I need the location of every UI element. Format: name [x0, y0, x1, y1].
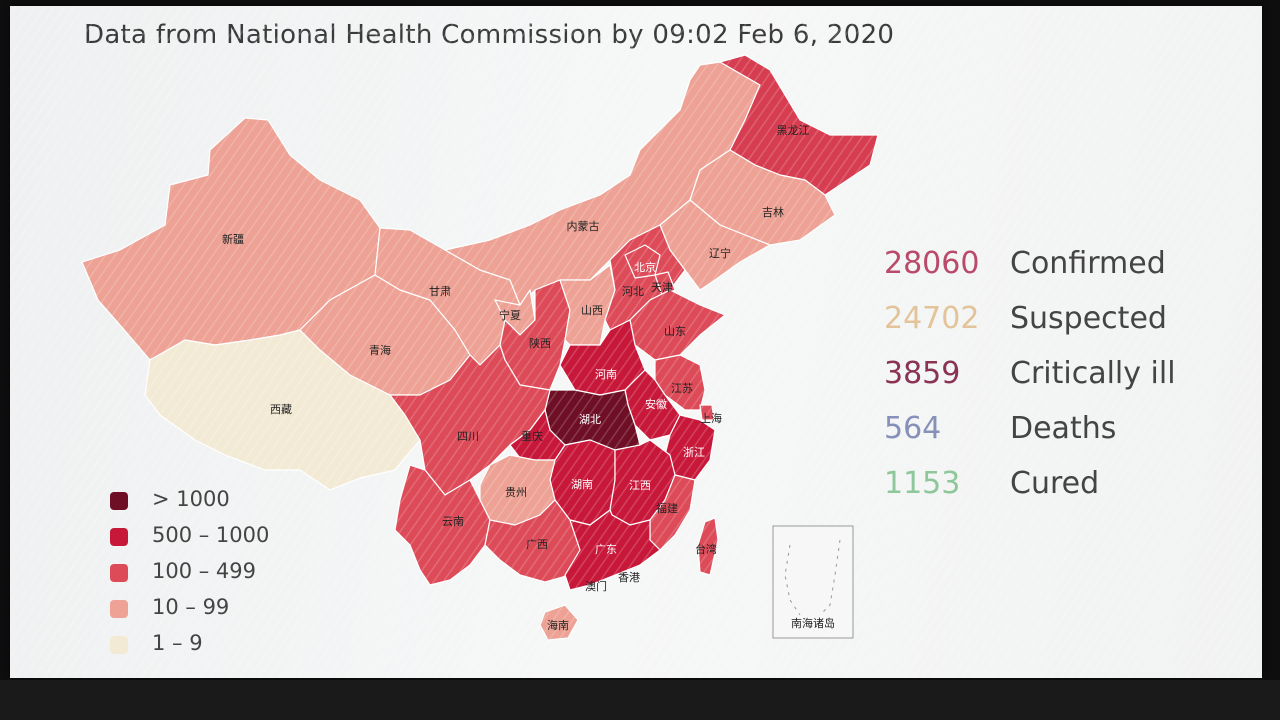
- label-sichuan: 四川: [457, 430, 479, 443]
- label-taiwan: 台湾: [695, 542, 717, 556]
- legend-swatch: [110, 528, 128, 546]
- label-hubei: 湖北: [579, 413, 601, 426]
- legend-swatch: [110, 636, 128, 654]
- stat-label: Cured: [1010, 466, 1100, 501]
- presentation-slide: Data from National Health Commission by …: [10, 6, 1262, 678]
- south-china-sea-inset: [772, 525, 854, 639]
- label-jiangsu: 江苏: [671, 382, 693, 395]
- label-zhejiang: 浙江: [683, 446, 705, 459]
- stat-value: 3859: [884, 356, 961, 391]
- screen-bezel: [0, 680, 1280, 720]
- legend-label: 500 – 1000: [152, 523, 270, 547]
- stat-label: Confirmed: [1010, 246, 1166, 281]
- label-liaoning: 辽宁: [709, 246, 731, 260]
- stat-value: 24702: [884, 301, 980, 336]
- label-shaanxi: 陕西: [529, 336, 551, 350]
- legend-label: 1 – 9: [152, 631, 203, 655]
- label-yunnan: 云南: [442, 515, 464, 528]
- label-nanhai: 南海诸岛: [791, 616, 835, 630]
- label-gansu: 甘肃: [429, 285, 451, 298]
- label-tianjin: 天津: [651, 281, 673, 294]
- label-guangxi: 广西: [526, 538, 548, 551]
- label-qinghai: 青海: [369, 343, 391, 357]
- label-guangdong: 广东: [595, 543, 617, 556]
- legend-swatch: [110, 564, 128, 582]
- label-ningxia: 宁夏: [499, 308, 521, 322]
- stat-label: Deaths: [1010, 411, 1117, 446]
- label-hunan: 湖南: [571, 478, 593, 491]
- stat-label: Suspected: [1010, 301, 1167, 336]
- stat-value: 1153: [884, 466, 961, 501]
- label-jilin: 吉林: [762, 205, 784, 219]
- label-shanxi: 山西: [581, 304, 603, 317]
- label-anhui: 安徽: [645, 397, 667, 411]
- label-neimenggu: 内蒙古: [567, 219, 600, 233]
- label-beijing: 北京: [634, 260, 656, 274]
- legend-label: > 1000: [152, 487, 230, 511]
- label-aomen: 澳门: [585, 579, 607, 593]
- label-shanghai: 上海: [700, 411, 722, 425]
- label-chongqing: 重庆: [521, 429, 543, 443]
- label-xinjiang: 新疆: [222, 232, 244, 246]
- legend-swatch: [110, 492, 128, 510]
- label-hebei: 河北: [622, 285, 644, 298]
- label-guizhou: 贵州: [505, 486, 527, 499]
- label-shandong: 山东: [664, 325, 686, 338]
- legend-label: 100 – 499: [152, 559, 257, 583]
- legend-label: 10 – 99: [152, 595, 230, 619]
- stat-value: 564: [884, 411, 942, 446]
- stat-label: Critically ill: [1010, 356, 1176, 391]
- label-heilongjiang: 黑龙江: [777, 124, 810, 137]
- legend-swatch: [110, 600, 128, 618]
- label-jiangxi: 江西: [629, 479, 651, 492]
- stat-value: 28060: [884, 246, 980, 281]
- label-hainan: 海南: [547, 618, 569, 632]
- label-xizang: 西藏: [270, 403, 292, 416]
- label-henan: 河南: [595, 368, 617, 381]
- label-xianggang: 香港: [618, 571, 640, 584]
- label-fujian: 福建: [656, 501, 678, 515]
